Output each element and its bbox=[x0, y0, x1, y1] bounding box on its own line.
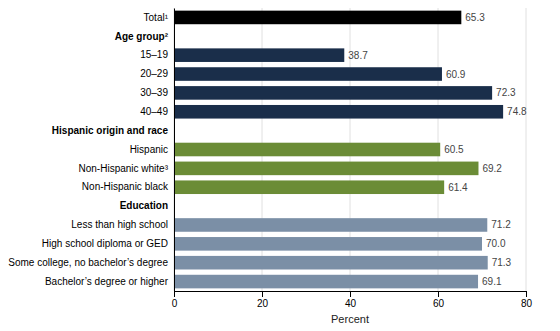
tick-label: Education bbox=[120, 200, 168, 211]
bar bbox=[174, 48, 344, 62]
tick: 40–49 bbox=[140, 106, 174, 117]
tick-label: High school diploma or GED bbox=[42, 238, 168, 249]
data-label: 70.0 bbox=[486, 238, 506, 249]
tick-label: 60 bbox=[433, 298, 445, 309]
tick: 80 bbox=[521, 291, 533, 309]
bar bbox=[174, 275, 478, 289]
data-label: 60.9 bbox=[446, 69, 466, 80]
tick-label: 20 bbox=[257, 298, 269, 309]
bar bbox=[174, 143, 440, 157]
tick-mark bbox=[174, 291, 175, 297]
bar bbox=[174, 218, 487, 232]
tick: Non-Hispanic white³ bbox=[79, 163, 174, 174]
data-label: 69.2 bbox=[482, 163, 502, 174]
tick-label: 30–39 bbox=[140, 87, 168, 98]
data-label: 65.3 bbox=[465, 12, 485, 23]
x-axis: 0 20 40 60 80 bbox=[172, 291, 533, 309]
tick: 40 bbox=[345, 291, 357, 309]
tick-mark bbox=[438, 291, 439, 297]
tick-label: Some college, no bachelor’s degree bbox=[8, 257, 168, 268]
bar bbox=[174, 105, 503, 119]
data-label: 74.8 bbox=[507, 106, 527, 117]
grid-line bbox=[174, 8, 175, 291]
tick-label: Hispanic bbox=[130, 144, 168, 155]
tick-label: 40 bbox=[345, 298, 357, 309]
tick: 20 bbox=[257, 291, 269, 309]
tick-label: 0 bbox=[172, 298, 178, 309]
tick: 15–19 bbox=[140, 49, 174, 60]
tick-label: 80 bbox=[521, 298, 533, 309]
bar bbox=[174, 256, 488, 270]
tick: Less than high school bbox=[71, 219, 174, 230]
tick: Bachelor’s degree or higher bbox=[45, 276, 174, 287]
bar bbox=[174, 67, 442, 81]
tick-mark bbox=[350, 291, 351, 297]
data-labels: 65.3 38.7 60.9 72.3 74.8 60.5 69.2 61.4 71.2 70.0… bbox=[348, 12, 527, 287]
tick-label: Total¹ bbox=[144, 12, 169, 23]
data-label: 71.2 bbox=[491, 219, 511, 230]
axis-line bbox=[175, 292, 527, 298]
data-label: 69.1 bbox=[482, 276, 502, 287]
bar bbox=[174, 86, 492, 100]
bar bbox=[174, 162, 478, 176]
bar bbox=[174, 180, 444, 194]
tick: Hispanic origin and race bbox=[52, 125, 174, 136]
tick: 20–29 bbox=[140, 68, 174, 79]
tick: Total¹ bbox=[144, 12, 174, 23]
grid bbox=[174, 8, 526, 291]
data-label: 61.4 bbox=[448, 182, 468, 193]
axis-line bbox=[174, 9, 175, 292]
tick: 60 bbox=[433, 291, 445, 309]
tick: Some college, no bachelor’s degree bbox=[8, 257, 174, 268]
bar bbox=[174, 11, 461, 25]
tick: High school diploma or GED bbox=[42, 238, 174, 249]
tick-label: 40–49 bbox=[140, 106, 168, 117]
tick-mark bbox=[262, 291, 263, 297]
tick-label: Non-Hispanic black bbox=[82, 181, 169, 192]
tick-label: 15–19 bbox=[140, 49, 168, 60]
tick: Hispanic bbox=[130, 144, 174, 155]
data-label: 71.3 bbox=[492, 257, 512, 268]
x-axis-title: Percent bbox=[331, 313, 369, 325]
tick-mark bbox=[526, 291, 527, 297]
tick: Non-Hispanic black bbox=[82, 181, 174, 192]
data-label: 38.7 bbox=[348, 50, 368, 61]
chart: 65.3 38.7 60.9 72.3 74.8 60.5 69.2 61.4 71.2 70.0… bbox=[0, 0, 560, 331]
tick-label: Age group² bbox=[115, 31, 169, 42]
plot: 65.3 38.7 60.9 72.3 74.8 60.5 69.2 61.4 71.2 70.0… bbox=[8, 8, 532, 309]
tick-label: Hispanic origin and race bbox=[52, 125, 169, 136]
tick-label: Bachelor’s degree or higher bbox=[45, 276, 169, 287]
tick: Education bbox=[120, 200, 174, 211]
data-label: 60.5 bbox=[444, 144, 464, 155]
data-label: 72.3 bbox=[496, 87, 516, 98]
tick: 0 bbox=[172, 291, 178, 309]
tick: 30–39 bbox=[140, 87, 174, 98]
grid-line bbox=[526, 8, 527, 291]
tick-label: Less than high school bbox=[71, 219, 168, 230]
bars bbox=[174, 11, 503, 289]
tick: Age group² bbox=[115, 31, 174, 42]
tick-label: Non-Hispanic white³ bbox=[79, 163, 169, 174]
bar bbox=[174, 237, 482, 251]
tick-label: 20–29 bbox=[140, 68, 168, 79]
y-axis: Total¹ Age group² 15–19 20–29 30–39 40–49 Hisp… bbox=[8, 9, 174, 292]
